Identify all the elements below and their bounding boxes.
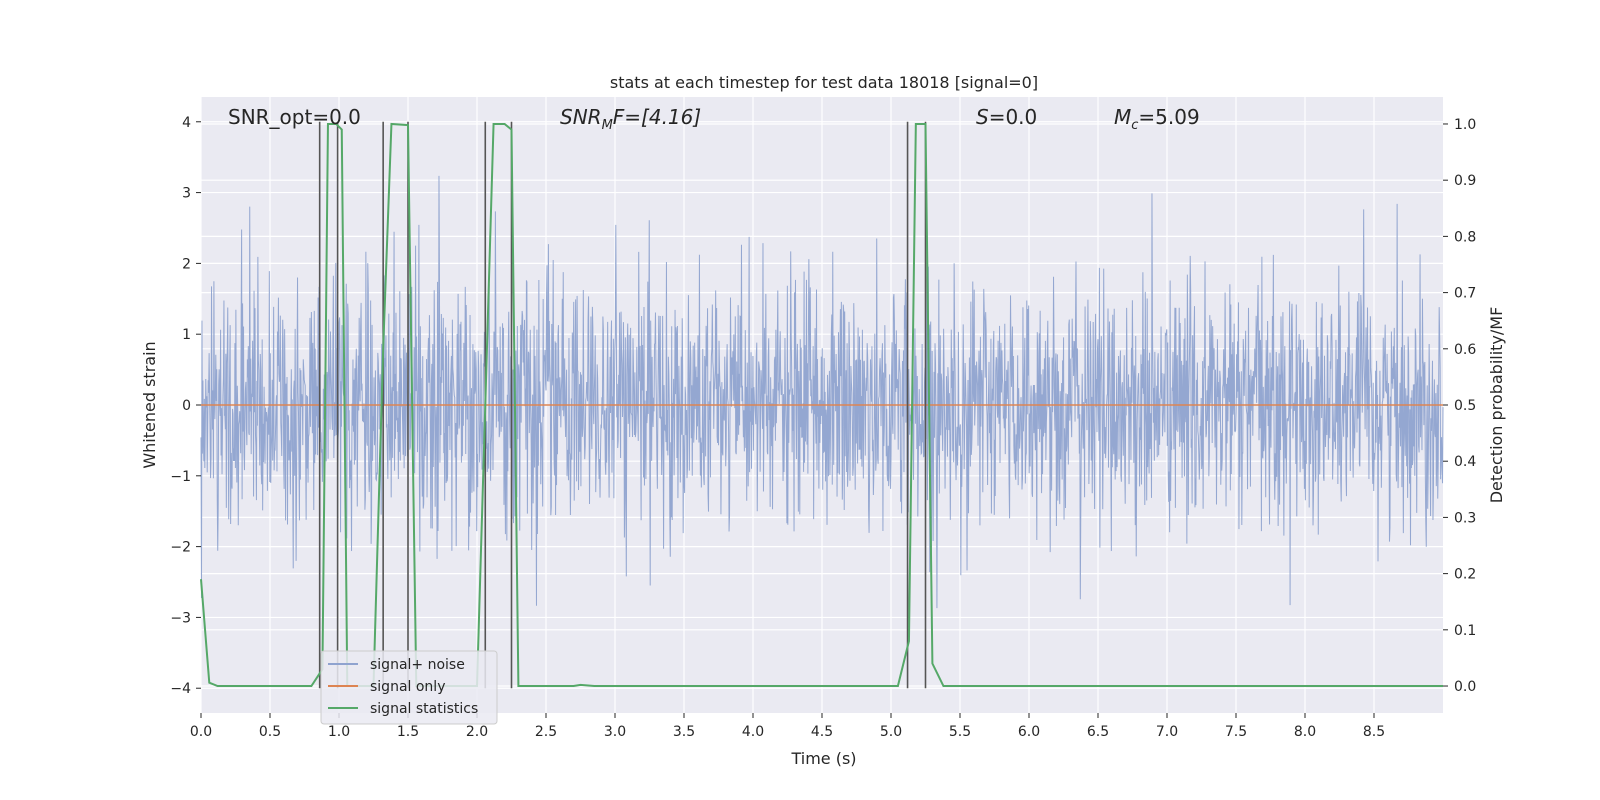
x-tick-label: 7.5 — [1225, 724, 1247, 740]
y2-tick-label: 0.7 — [1454, 286, 1476, 302]
y-tick-label: 3 — [182, 186, 191, 202]
x-tick-label: 4.5 — [811, 724, 833, 740]
y2-tick-label: 0.5 — [1454, 398, 1476, 414]
legend-label-signal-plus-noise: signal+ noise — [370, 657, 465, 673]
legend-label-signal-only: signal only — [370, 679, 445, 695]
x-tick-label: 2.5 — [535, 724, 557, 740]
x-tick-label: 3.0 — [604, 724, 626, 740]
x-tick-label: 3.5 — [673, 724, 695, 740]
y-tick-label: 2 — [182, 256, 191, 272]
x-tick-label: 4.0 — [742, 724, 764, 740]
x-tick-label: 2.0 — [466, 724, 488, 740]
snr-mf-suffix: F=[4.16] — [613, 105, 701, 129]
y2-axis-ticks: 1.0 0.9 0.8 0.7 0.6 0.5 0.4 0.3 0.2 0.1 0.0 — [1443, 117, 1476, 695]
y-tick-label: −4 — [170, 681, 191, 697]
y-tick-label: −3 — [170, 610, 191, 626]
annotation-mc: Mc=5.09 — [1114, 105, 1200, 133]
y-tick-label: 0 — [182, 398, 191, 414]
snr-mf-sub: M — [602, 118, 613, 133]
legend-label-signal-statistics: signal statistics — [370, 701, 478, 717]
x-tick-label: 6.0 — [1018, 724, 1040, 740]
mc-var: M — [1114, 105, 1131, 129]
y-tick-label: 1 — [182, 327, 191, 343]
legend: signal+ noise signal only signal statist… — [320, 650, 498, 725]
y-tick-label: −2 — [170, 540, 191, 556]
x-tick-label: 1.0 — [328, 724, 350, 740]
y-axis-label: Whitened strain — [140, 341, 159, 468]
x-tick-label: 5.5 — [949, 724, 971, 740]
mc-val: =5.09 — [1138, 105, 1199, 129]
series-signal-statistics — [200, 122, 1443, 688]
x-tick-label: 0.5 — [259, 724, 281, 740]
y2-tick-label: 1.0 — [1454, 117, 1476, 133]
y-tick-label: −1 — [170, 469, 191, 485]
y2-tick-label: 0.8 — [1454, 229, 1476, 245]
x-axis-ticks: 0.0 0.5 1.0 1.5 2.0 2.5 3.0 3.5 4.0 4.5 5.0 5.5 6.0 6… — [190, 713, 1385, 740]
legend-box — [320, 650, 498, 725]
y2-tick-label: 0.2 — [1454, 567, 1476, 583]
x-tick-label: 0.0 — [190, 724, 212, 740]
x-tick-label: 5.0 — [880, 724, 902, 740]
x-tick-label: 1.5 — [397, 724, 419, 740]
y2-tick-label: 0.9 — [1454, 173, 1476, 189]
y2-tick-label: 0.4 — [1454, 454, 1476, 470]
y2-tick-label: 0.3 — [1454, 510, 1476, 526]
annotation-snr-opt: SNR_opt=0.0 — [228, 105, 361, 129]
snr-mf-prefix: SNR — [560, 105, 602, 129]
y2-tick-label: 0.6 — [1454, 342, 1476, 358]
signal-statistics-line — [200, 122, 1443, 688]
x-axis-label: Time (s) — [790, 749, 856, 768]
x-tick-label: 6.5 — [1087, 724, 1109, 740]
s-var: S — [976, 105, 989, 129]
y2-tick-label: 0.1 — [1454, 623, 1476, 639]
y-tick-label: 4 — [182, 115, 191, 131]
x-tick-label: 7.0 — [1156, 724, 1178, 740]
x-tick-label: 8.5 — [1363, 724, 1385, 740]
chart-title: stats at each timestep for test data 180… — [610, 73, 1038, 92]
mc-sub: c — [1131, 118, 1138, 133]
y2-tick-label: 0.0 — [1454, 679, 1476, 695]
y2-axis-label: Detection probability/MF — [1487, 307, 1506, 504]
annotation-s: S=0.0 — [976, 105, 1037, 129]
x-tick-label: 8.0 — [1294, 724, 1316, 740]
y-axis-ticks: 4 3 2 1 0 −1 −2 −3 −4 — [170, 115, 201, 697]
annotation-snr-mf: SNRMF=[4.16] — [560, 105, 701, 133]
s-val: =0.0 — [989, 105, 1038, 129]
